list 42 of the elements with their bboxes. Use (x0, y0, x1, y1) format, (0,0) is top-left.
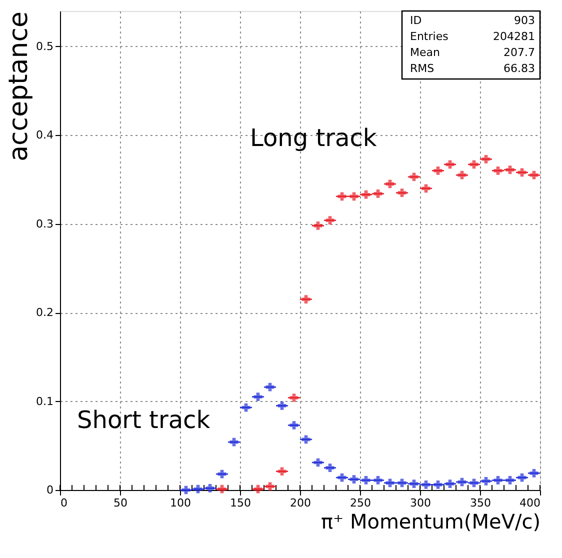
y-tick-label: 0.2 (36, 306, 54, 320)
y-tick-label: 0.1 (36, 394, 54, 408)
point (422, 184, 430, 193)
y-tick-label: 0 (46, 484, 54, 496)
point (482, 154, 490, 164)
point (290, 421, 298, 430)
text: Entries 204281 (410, 30, 535, 43)
point (254, 392, 262, 402)
y-tick-label: 0.3 (36, 217, 54, 230)
point (218, 484, 226, 494)
x-tick-label: 0 (60, 496, 68, 510)
point (302, 295, 310, 304)
text: ID 903 (410, 14, 535, 27)
point (326, 216, 334, 225)
point (410, 172, 418, 182)
x-tick-label: 50 (114, 496, 128, 510)
point (230, 438, 238, 446)
text: RMS 66.83 (410, 62, 535, 75)
point (314, 221, 322, 230)
x-tick-label: 150 (230, 496, 251, 510)
x-axis-title: π⁺ Momentum(MeV/c) (321, 510, 540, 534)
point (290, 394, 298, 402)
text: Mean 207.7 (410, 46, 535, 59)
point (326, 464, 334, 472)
point (398, 188, 406, 198)
annotation: Long track (250, 124, 377, 152)
point (266, 382, 274, 392)
point (434, 166, 442, 175)
x-tick-label: 400 (520, 496, 540, 510)
y-axis-title: acceptance (4, 12, 34, 162)
annotation: Short track (77, 406, 210, 434)
x-tick-label: 300 (410, 496, 431, 510)
point (278, 467, 286, 476)
y-tick-label: 0.5 (36, 40, 54, 53)
x-tick-label: 250 (350, 496, 371, 510)
y-tick-label: 0.4 (36, 128, 54, 142)
x-tick-label: 350 (470, 496, 491, 510)
point (458, 170, 466, 180)
point (278, 402, 286, 410)
x-tick-label: 100 (170, 496, 191, 510)
point (530, 468, 538, 478)
x-tick-label: 200 (290, 496, 311, 510)
